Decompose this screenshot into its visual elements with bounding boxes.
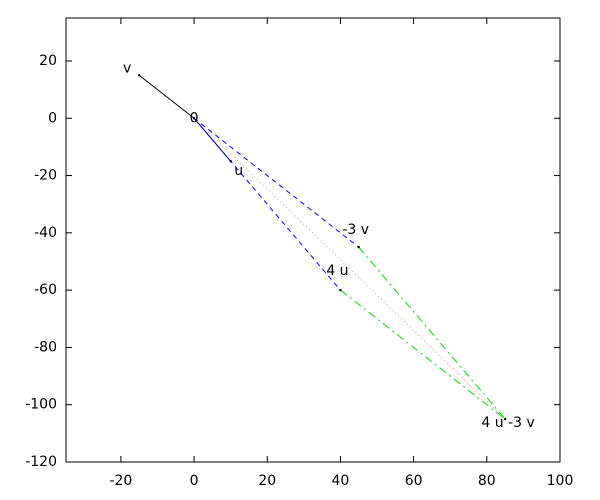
vector-line bbox=[340, 289, 506, 420]
vector-tip bbox=[229, 160, 232, 163]
point-label: 0 bbox=[190, 110, 199, 126]
y-tick-label: -80 bbox=[34, 339, 57, 355]
vector-tip bbox=[192, 117, 196, 120]
y-tick-label: -60 bbox=[34, 282, 57, 298]
y-tick-label: 0 bbox=[48, 110, 57, 126]
y-tick-label: -20 bbox=[34, 168, 57, 184]
vector-line bbox=[138, 74, 195, 119]
x-tick-label: 80 bbox=[478, 473, 496, 489]
x-tick-label: 20 bbox=[258, 473, 276, 489]
x-tick-label: 60 bbox=[405, 473, 423, 489]
plot-frame bbox=[65, 17, 561, 463]
vector-line bbox=[193, 117, 341, 291]
y-tick-label: -100 bbox=[25, 397, 57, 413]
x-tick-label: 40 bbox=[332, 473, 350, 489]
vector-line bbox=[193, 117, 506, 420]
x-tick-label: -20 bbox=[109, 473, 132, 489]
vector-tip bbox=[357, 245, 360, 249]
x-tick-label: 0 bbox=[190, 473, 199, 489]
vector-line bbox=[193, 117, 360, 248]
y-tick-label: 20 bbox=[39, 53, 57, 69]
point-label: -3 v bbox=[342, 222, 369, 238]
x-tick-label: 100 bbox=[547, 473, 574, 489]
vector-tip bbox=[137, 74, 141, 77]
y-tick-label: -120 bbox=[25, 454, 57, 470]
point-label: 4 u bbox=[326, 263, 348, 279]
vector-tip bbox=[339, 288, 342, 292]
point-label: u bbox=[234, 163, 243, 179]
point-label: v bbox=[123, 60, 131, 76]
point-label: 4 u -3 v bbox=[481, 415, 534, 431]
vector-tip bbox=[503, 417, 507, 421]
y-tick-label: -40 bbox=[34, 225, 57, 241]
vector-line bbox=[358, 246, 506, 420]
